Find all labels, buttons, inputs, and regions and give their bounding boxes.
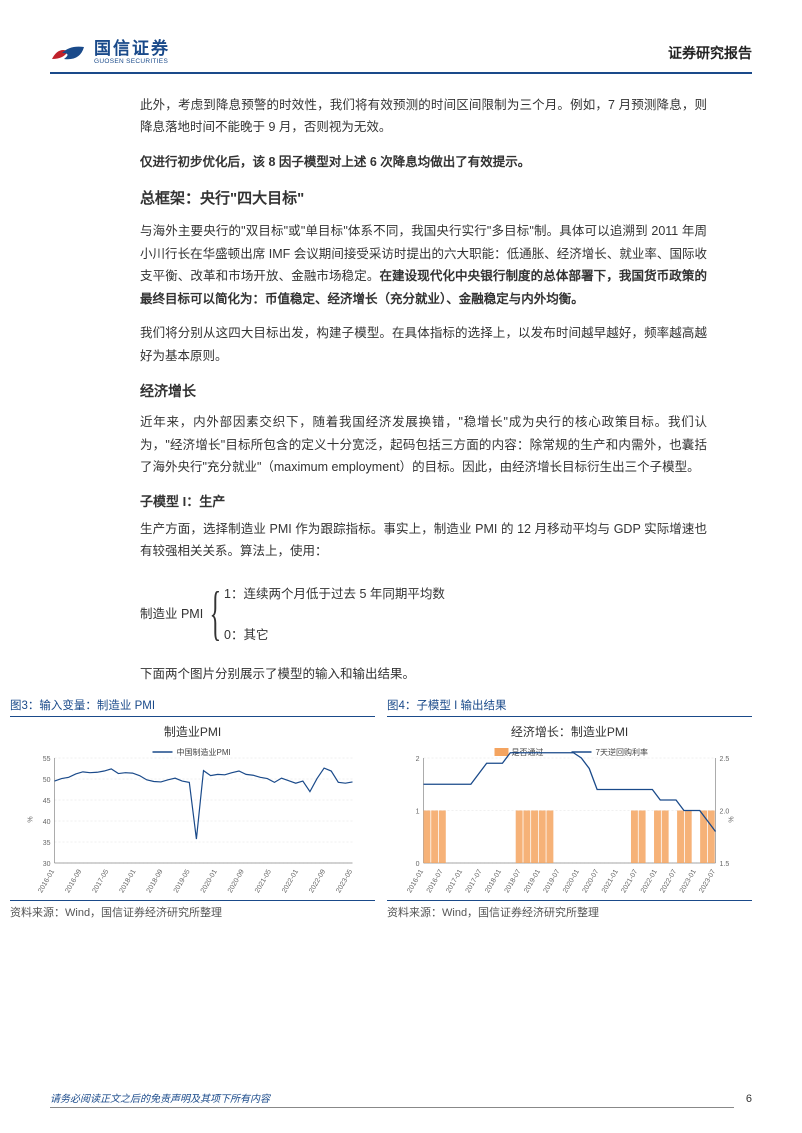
svg-text:2019-07: 2019-07	[543, 868, 562, 894]
brace-icon: {	[210, 583, 222, 643]
formula-case-1: 1：连续两个月低于过去 5 年同期平均数	[224, 583, 445, 602]
svg-text:2022-01: 2022-01	[281, 868, 300, 894]
para-5: 近年来，内外部因素交织下，随着我国经济发展换错，"稳增长"成为央行的核心政策目标…	[140, 411, 707, 479]
doc-type: 证券研究报告	[668, 43, 752, 63]
footer-disclaimer: 请务必阅读正文之后的免责声明及其项下所有内容	[50, 1090, 734, 1108]
svg-text:2020-09: 2020-09	[227, 868, 246, 894]
svg-text:2018-07: 2018-07	[504, 868, 523, 894]
svg-text:2017-07: 2017-07	[465, 868, 484, 894]
fig4-chart: 经济增长：制造业PMI 0 1 2 1.5 2.0 2.5% 是否通过 7天逆回购利率 2016…	[387, 723, 752, 898]
fig3-title: 制造业PMI	[10, 723, 375, 740]
charts-row: 图3：输入变量：制造业 PMI 制造业PMI 30 35 40 45 50 55% 中国制造…	[10, 697, 752, 920]
fig4-source: 资料来源：Wind，国信证券经济研究所整理	[387, 900, 752, 920]
svg-text:30: 30	[43, 861, 51, 868]
page-footer: 请务必阅读正文之后的免责声明及其项下所有内容 6	[50, 1090, 752, 1108]
svg-text:2020-01: 2020-01	[200, 868, 219, 894]
svg-text:2019-05: 2019-05	[173, 868, 192, 894]
svg-text:2: 2	[416, 756, 420, 763]
svg-text:2022-01: 2022-01	[640, 868, 659, 894]
formula-case-0: 0：其它	[224, 624, 445, 643]
fig3-source: 资料来源：Wind，国信证券经济研究所整理	[10, 900, 375, 920]
fig3-chart: 制造业PMI 30 35 40 45 50 55% 中国制造业PMI 2016-01 2016-…	[10, 723, 375, 898]
svg-text:2021-07: 2021-07	[620, 868, 639, 894]
svg-text:45: 45	[43, 798, 51, 805]
svg-text:是否通过: 是否通过	[512, 747, 544, 757]
svg-text:2018-09: 2018-09	[146, 868, 165, 894]
svg-text:2016-09: 2016-09	[64, 868, 83, 894]
heading-growth: 经济增长	[140, 381, 707, 401]
svg-text:1: 1	[416, 809, 420, 816]
company-logo: 国信证券 GUOSEN SECURITIES	[50, 40, 170, 66]
para-7: 下面两个图片分别展示了模型的输入和输出结果。	[140, 663, 707, 686]
heading-submodel-1: 子模型 I：生产	[140, 491, 707, 510]
svg-text:2016-01: 2016-01	[37, 868, 56, 894]
svg-text:2017-01: 2017-01	[445, 868, 464, 894]
svg-text:2022-07: 2022-07	[659, 868, 678, 894]
svg-text:0: 0	[416, 861, 420, 868]
svg-text:1.5: 1.5	[720, 861, 730, 868]
company-name-cn: 国信证券	[94, 40, 170, 57]
figure-4: 图4：子模型 I 输出结果 经济增长：制造业PMI 0 1 2 1.5 2.0 2.5% 是…	[387, 697, 752, 920]
formula-pmi: 制造业 PMI { 1：连续两个月低于过去 5 年同期平均数 0：其它	[140, 583, 707, 643]
svg-text:7天逆回购利率: 7天逆回购利率	[596, 747, 648, 757]
svg-text:%: %	[28, 816, 35, 822]
fig4-svg: 0121.52.02.5%是否通过7天逆回购利率2016-012016-0720…	[387, 742, 752, 897]
svg-text:55: 55	[43, 756, 51, 763]
para-1: 此外，考虑到降息预警的时效性，我们将有效预测的时间区间限制为三个月。例如，7 月…	[140, 94, 707, 139]
company-name-en: GUOSEN SECURITIES	[94, 59, 170, 66]
figure-3: 图3：输入变量：制造业 PMI 制造业PMI 30 35 40 45 50 55% 中国制造…	[10, 697, 375, 920]
para-3: 与海外主要央行的"双目标"或"单目标"体系不同，我国央行实行"多目标"制。具体可…	[140, 220, 707, 310]
svg-text:2016-01: 2016-01	[406, 868, 425, 894]
fig4-caption: 图4：子模型 I 输出结果	[387, 697, 752, 717]
svg-text:中国制造业PMI: 中国制造业PMI	[177, 747, 231, 757]
footer-page-number: 6	[746, 1093, 752, 1105]
page-header: 国信证券 GUOSEN SECURITIES 证券研究报告	[50, 40, 752, 74]
para-4: 我们将分别从这四大目标出发，构建子模型。在具体指标的选择上，以发布时间越早越好，…	[140, 322, 707, 367]
svg-text:2.0: 2.0	[720, 809, 730, 816]
svg-text:2023-07: 2023-07	[698, 868, 717, 894]
svg-text:2016-07: 2016-07	[426, 868, 445, 894]
formula-label: 制造业 PMI	[140, 603, 203, 622]
svg-text:2021-01: 2021-01	[601, 868, 620, 894]
svg-text:2023-01: 2023-01	[679, 868, 698, 894]
logo-icon	[50, 41, 88, 65]
fig3-caption: 图3：输入变量：制造业 PMI	[10, 697, 375, 717]
svg-text:2019-01: 2019-01	[523, 868, 542, 894]
svg-text:2021-05: 2021-05	[254, 868, 273, 894]
svg-text:2018-01: 2018-01	[119, 868, 138, 894]
svg-text:2023-05: 2023-05	[335, 868, 354, 894]
svg-text:2017-05: 2017-05	[92, 868, 111, 894]
fig3-svg: 30 35 40 45 50 55% 中国制造业PMI 2016-01 2016-09 2017-…	[10, 742, 375, 897]
heading-framework: 总框架：央行"四大目标"	[140, 187, 707, 208]
svg-text:%: %	[729, 816, 736, 822]
svg-text:35: 35	[43, 840, 51, 847]
svg-text:2.5: 2.5	[720, 756, 730, 763]
svg-text:2018-01: 2018-01	[484, 868, 503, 894]
svg-text:2022-09: 2022-09	[308, 868, 327, 894]
para-2-bold: 仅进行初步优化后，该 8 因子模型对上述 6 次降息均做出了有效提示。	[140, 151, 707, 174]
para-6: 生产方面，选择制造业 PMI 作为跟踪指标。事实上，制造业 PMI 的 12 月…	[140, 518, 707, 563]
svg-text:2020-07: 2020-07	[582, 868, 601, 894]
svg-text:40: 40	[43, 819, 51, 826]
formula-cases: 1：连续两个月低于过去 5 年同期平均数 0：其它	[224, 583, 445, 643]
main-content: 此外，考虑到降息预警的时效性，我们将有效预测的时间区间限制为三个月。例如，7 月…	[50, 94, 752, 686]
svg-text:2020-01: 2020-01	[562, 868, 581, 894]
fig4-title: 经济增长：制造业PMI	[387, 723, 752, 740]
svg-text:50: 50	[43, 777, 51, 784]
